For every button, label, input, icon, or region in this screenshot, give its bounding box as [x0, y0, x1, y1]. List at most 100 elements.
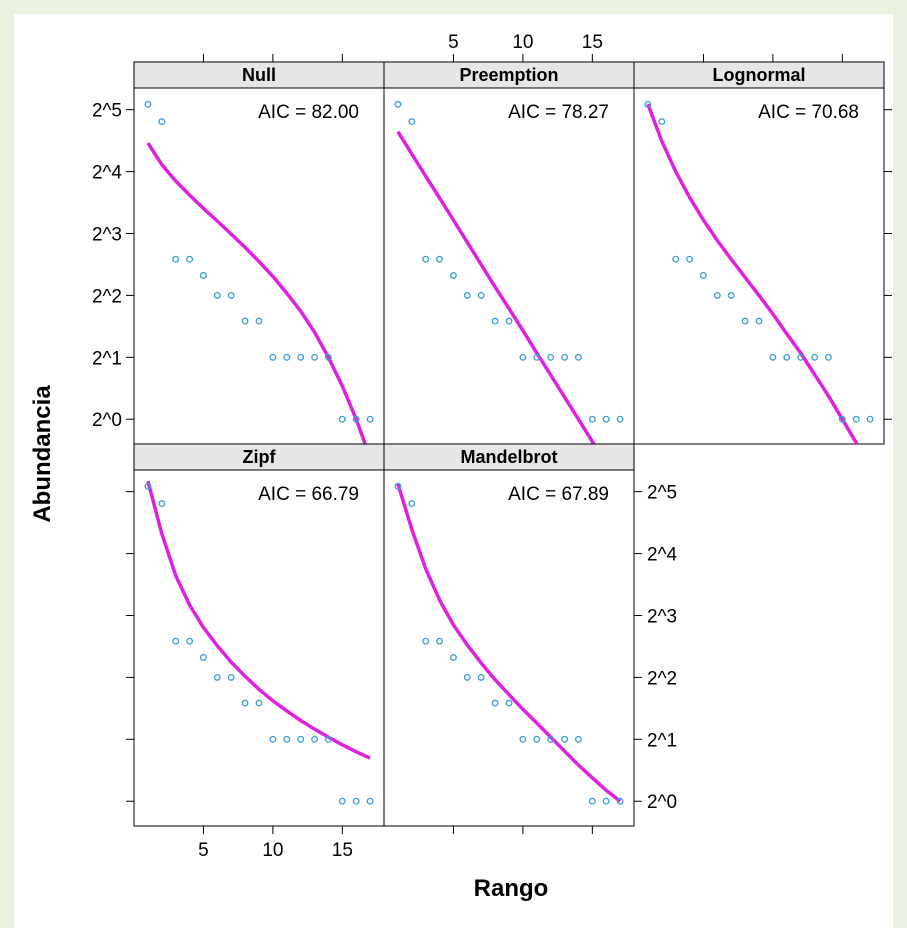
data-point-lognormal	[658, 118, 666, 126]
data-point-zipf	[283, 735, 291, 743]
data-point-lognormal	[644, 100, 652, 108]
data-point-lognormal	[713, 291, 721, 299]
x-tick-label-top: 5	[448, 32, 459, 53]
data-point-null	[352, 415, 360, 423]
fit-curve-mandelbrot	[396, 483, 622, 803]
data-point-zipf	[297, 735, 305, 743]
data-point-zipf	[241, 699, 249, 707]
panel-box-mandelbrot	[383, 469, 635, 827]
data-point-preemption	[394, 100, 402, 108]
data-point-preemption	[408, 118, 416, 126]
strip-mandelbrot	[383, 443, 635, 471]
data-point-null	[366, 415, 374, 423]
data-point-lognormal	[811, 353, 819, 361]
lattice-chart: Null AIC = 82.00 Preemption AIC = 78.27 Logn…	[29, 32, 892, 902]
y-tick-label-left: 2^2	[92, 286, 122, 307]
data-point-mandelbrot	[394, 482, 402, 490]
strip-label-zipf: Zipf	[243, 447, 277, 467]
data-point-zipf	[255, 699, 263, 707]
data-point-lognormal	[686, 255, 694, 263]
data-point-lognormal	[741, 317, 749, 325]
data-point-zipf	[213, 673, 221, 681]
data-point-lognormal	[824, 353, 832, 361]
data-point-null	[338, 415, 346, 423]
data-point-zipf	[144, 482, 152, 490]
strip-label-lognormal: Lognormal	[713, 65, 806, 85]
y-tick-label-right: 2^0	[647, 792, 677, 813]
data-point-preemption	[449, 272, 457, 279]
data-point-preemption	[491, 317, 499, 325]
data-point-mandelbrot	[561, 735, 569, 743]
data-point-mandelbrot	[491, 699, 499, 707]
strip-lognormal	[633, 61, 885, 89]
strip-label-preemption: Preemption	[459, 65, 558, 85]
data-point-zipf	[158, 500, 166, 508]
panels-layer: Null AIC = 82.00 Preemption AIC = 78.27 Logn…	[133, 61, 885, 827]
data-point-null	[324, 353, 332, 361]
data-point-mandelbrot	[408, 500, 416, 508]
data-point-zipf	[227, 673, 235, 681]
y-tick-label-left: 2^1	[92, 348, 122, 369]
data-point-mandelbrot	[602, 797, 610, 805]
data-point-zipf	[352, 797, 360, 805]
data-point-null	[172, 255, 180, 263]
x-tick-label-top: 15	[582, 32, 603, 53]
data-point-null	[255, 317, 263, 325]
y-tick-label-left: 2^3	[92, 224, 122, 245]
data-point-lognormal	[672, 255, 680, 263]
y-tick-label-right: 2^1	[647, 730, 677, 751]
data-point-zipf	[186, 637, 194, 645]
data-point-preemption	[477, 291, 485, 299]
data-point-null	[199, 272, 207, 279]
data-point-mandelbrot	[588, 797, 596, 805]
data-point-lognormal	[755, 317, 763, 325]
panel-box-null	[133, 87, 385, 445]
y-tick-label-left: 2^5	[92, 101, 122, 122]
aic-label-mandelbrot: AIC = 67.89	[508, 484, 609, 505]
data-point-mandelbrot	[463, 673, 471, 681]
data-point-lognormal	[783, 353, 791, 361]
panel-null: Null AIC = 82.00	[133, 61, 385, 445]
data-point-lognormal	[866, 415, 874, 423]
fit-curve-lognormal	[646, 103, 859, 444]
y-tick-label-right: 2^5	[647, 483, 677, 504]
strip-label-mandelbrot: Mandelbrot	[461, 447, 558, 467]
data-point-mandelbrot	[436, 637, 444, 645]
data-point-lognormal	[699, 272, 707, 279]
aic-label-null: AIC = 82.00	[258, 102, 359, 123]
data-point-zipf	[269, 735, 277, 743]
data-point-null	[158, 118, 166, 126]
fit-curve-preemption	[396, 130, 597, 444]
data-point-preemption	[616, 415, 624, 423]
data-point-null	[186, 255, 194, 263]
y-tick-label-right: 2^2	[647, 668, 677, 689]
y-axis-title: Abundancia	[29, 385, 56, 523]
plot-frame: Null AIC = 82.00 Preemption AIC = 78.27 Logn…	[14, 14, 893, 928]
fit-curve-null	[146, 142, 368, 444]
data-point-mandelbrot	[616, 797, 624, 805]
data-point-preemption	[519, 353, 527, 361]
data-point-preemption	[602, 415, 610, 423]
data-point-zipf	[366, 797, 374, 805]
data-point-preemption	[561, 353, 569, 361]
y-tick-label-right: 2^3	[647, 606, 677, 627]
data-point-null	[269, 353, 277, 361]
data-point-mandelbrot	[547, 735, 555, 743]
data-point-zipf	[338, 797, 346, 805]
panel-preemption: Preemption AIC = 78.27	[383, 61, 635, 445]
data-point-lognormal	[727, 291, 735, 299]
data-point-preemption	[463, 291, 471, 299]
data-point-preemption	[533, 353, 541, 361]
data-point-mandelbrot	[519, 735, 527, 743]
data-point-preemption	[547, 353, 555, 361]
y-tick-label-left: 2^0	[92, 410, 122, 431]
x-tick-label-bottom: 10	[262, 840, 283, 861]
x-tick-label-bottom: 15	[332, 840, 353, 861]
data-point-preemption	[588, 415, 596, 423]
data-point-zipf	[199, 654, 207, 661]
data-point-preemption	[574, 353, 582, 361]
data-point-mandelbrot	[477, 673, 485, 681]
data-point-mandelbrot	[533, 735, 541, 743]
data-point-zipf	[311, 735, 319, 743]
data-point-mandelbrot	[505, 699, 513, 707]
